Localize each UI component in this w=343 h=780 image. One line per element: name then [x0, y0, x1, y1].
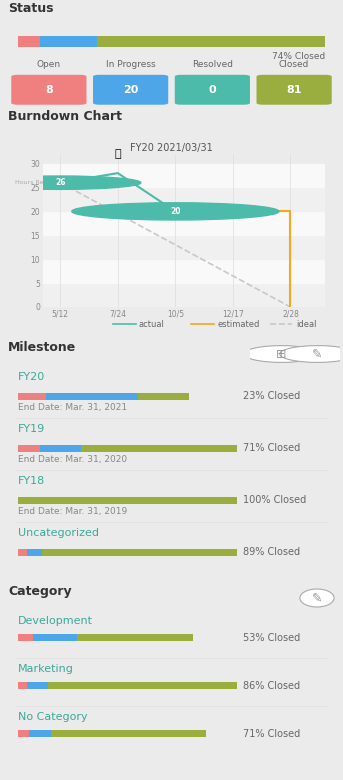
Text: 81: 81 — [286, 85, 302, 94]
Text: Resolved: Resolved — [192, 60, 233, 69]
Bar — [18, 445, 40, 452]
Circle shape — [300, 589, 334, 607]
Text: Milestone: Milestone — [8, 342, 76, 354]
Text: 20: 20 — [123, 85, 138, 94]
Bar — [40, 36, 97, 47]
Text: ideal: ideal — [296, 320, 316, 328]
FancyBboxPatch shape — [93, 75, 168, 105]
Circle shape — [244, 346, 319, 363]
Text: Category: Category — [8, 586, 72, 598]
Bar — [29, 731, 51, 737]
Circle shape — [72, 203, 279, 220]
Text: In Progress: In Progress — [106, 60, 155, 69]
Text: Closed: Closed — [279, 60, 309, 69]
Text: 100% Closed: 100% Closed — [244, 495, 307, 505]
Text: 🔥: 🔥 — [115, 149, 121, 159]
Text: End Date: Mar. 31, 2021: End Date: Mar. 31, 2021 — [18, 403, 127, 412]
Bar — [43, 236, 325, 259]
Bar — [26, 682, 48, 690]
Bar — [18, 731, 29, 737]
Bar — [18, 392, 46, 400]
Text: 8: 8 — [45, 85, 53, 94]
Text: No Category: No Category — [18, 711, 87, 722]
Bar — [18, 497, 237, 504]
Text: estimated: estimated — [217, 320, 260, 328]
Bar — [43, 164, 325, 187]
Text: ✎: ✎ — [312, 348, 323, 360]
Bar — [138, 392, 189, 400]
Text: 0: 0 — [209, 85, 216, 94]
FancyBboxPatch shape — [257, 75, 332, 105]
Text: 71% Closed: 71% Closed — [244, 729, 301, 739]
Bar — [42, 548, 237, 556]
Bar — [48, 682, 237, 690]
Bar — [26, 548, 42, 556]
Circle shape — [280, 346, 343, 363]
Bar — [18, 634, 33, 641]
Bar — [40, 445, 81, 452]
Text: End Date: Mar. 31, 2019: End Date: Mar. 31, 2019 — [18, 507, 127, 516]
Bar — [43, 187, 325, 211]
Text: 71% Closed: 71% Closed — [244, 443, 301, 453]
Bar — [33, 634, 77, 641]
Bar — [43, 283, 325, 307]
Bar — [97, 36, 325, 47]
Text: FY20 2021/03/31: FY20 2021/03/31 — [130, 143, 213, 153]
Text: Uncategorized: Uncategorized — [18, 528, 99, 538]
Text: 26: 26 — [55, 178, 66, 187]
Text: ✎: ✎ — [312, 591, 322, 604]
Text: Status: Status — [8, 2, 54, 15]
Text: Burndown Chart: Burndown Chart — [8, 109, 122, 122]
Text: actual: actual — [139, 320, 165, 328]
Text: FY20: FY20 — [18, 372, 45, 382]
Text: ⊞: ⊞ — [276, 348, 287, 360]
Text: Open: Open — [37, 60, 61, 69]
Text: 20: 20 — [170, 207, 181, 216]
Bar — [46, 392, 138, 400]
Bar — [43, 259, 325, 283]
FancyBboxPatch shape — [175, 75, 250, 105]
Bar — [51, 731, 206, 737]
Text: 53% Closed: 53% Closed — [244, 633, 301, 643]
Text: Hours Remaining: Hours Remaining — [14, 179, 68, 185]
Text: 86% Closed: 86% Closed — [244, 681, 300, 691]
Text: 89% Closed: 89% Closed — [244, 547, 300, 557]
Circle shape — [0, 176, 141, 190]
Text: Development: Development — [18, 615, 93, 626]
Bar — [18, 548, 26, 556]
Text: Marketing: Marketing — [18, 664, 74, 674]
Bar — [18, 682, 26, 690]
Text: 74% Closed: 74% Closed — [272, 52, 325, 61]
Text: 23% Closed: 23% Closed — [244, 391, 301, 401]
Bar — [43, 211, 325, 236]
Text: FY18: FY18 — [18, 477, 45, 487]
Text: FY19: FY19 — [18, 424, 45, 434]
Bar — [81, 445, 237, 452]
Text: End Date: Mar. 31, 2020: End Date: Mar. 31, 2020 — [18, 455, 127, 464]
Bar — [77, 634, 193, 641]
FancyBboxPatch shape — [11, 75, 86, 105]
Bar — [18, 36, 40, 47]
